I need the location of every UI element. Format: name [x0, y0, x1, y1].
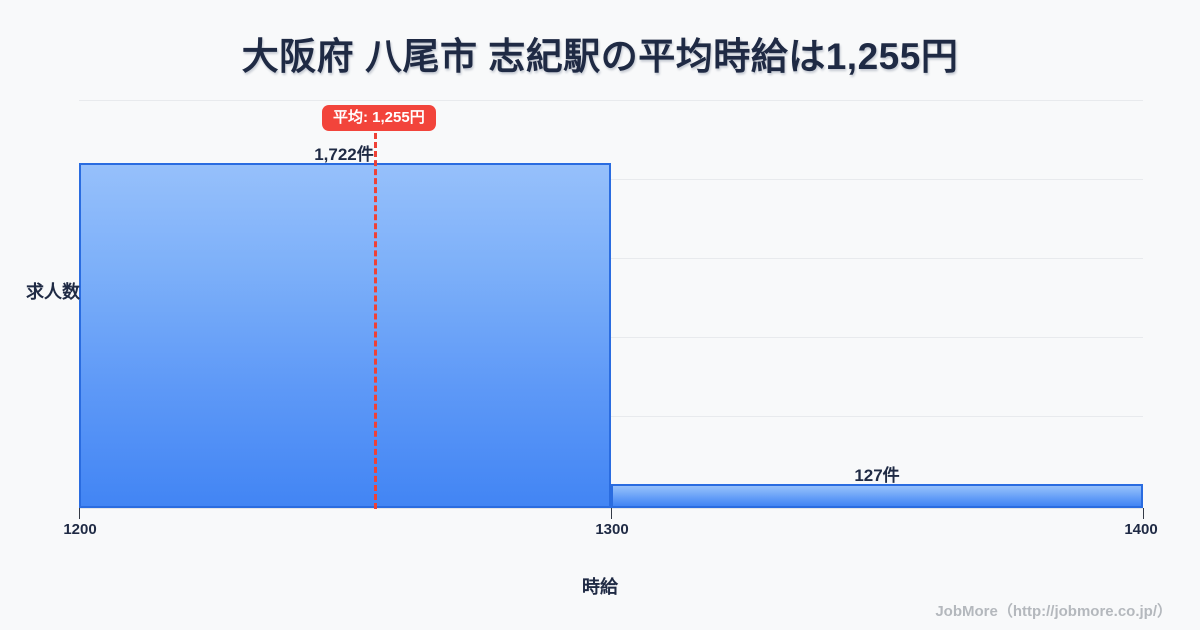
gridline — [79, 179, 1143, 180]
x-tick-label-1300: 1300 — [595, 521, 629, 538]
average-badge: 平均: 1,255円 — [322, 105, 436, 131]
x-tick-label-1200: 1200 — [63, 521, 97, 538]
x-tick-mark — [611, 508, 612, 519]
average-line — [374, 133, 377, 509]
x-axis-title: 時給 — [582, 577, 618, 597]
x-tick-label-1400: 1400 — [1124, 521, 1158, 538]
y-axis-title: 求人数 — [26, 282, 80, 302]
gridline — [79, 100, 1143, 101]
x-tick-mark — [1143, 508, 1144, 519]
chart-title: 大阪府 八尾市 志紀駅の平均時給は1,255円 — [241, 36, 959, 77]
gridline — [79, 416, 1143, 417]
gridline — [79, 258, 1143, 259]
x-tick-mark — [79, 508, 80, 519]
bar-label-1300-1400: 127件 — [854, 466, 900, 485]
bar-1200-1300[interactable] — [79, 163, 611, 508]
gridline — [79, 337, 1143, 338]
footer-credit: JobMore（http://jobmore.co.jp/） — [935, 603, 1172, 620]
bar-label-1200-1300: 1,722件 — [314, 145, 374, 164]
bar-1300-1400[interactable] — [611, 484, 1143, 508]
